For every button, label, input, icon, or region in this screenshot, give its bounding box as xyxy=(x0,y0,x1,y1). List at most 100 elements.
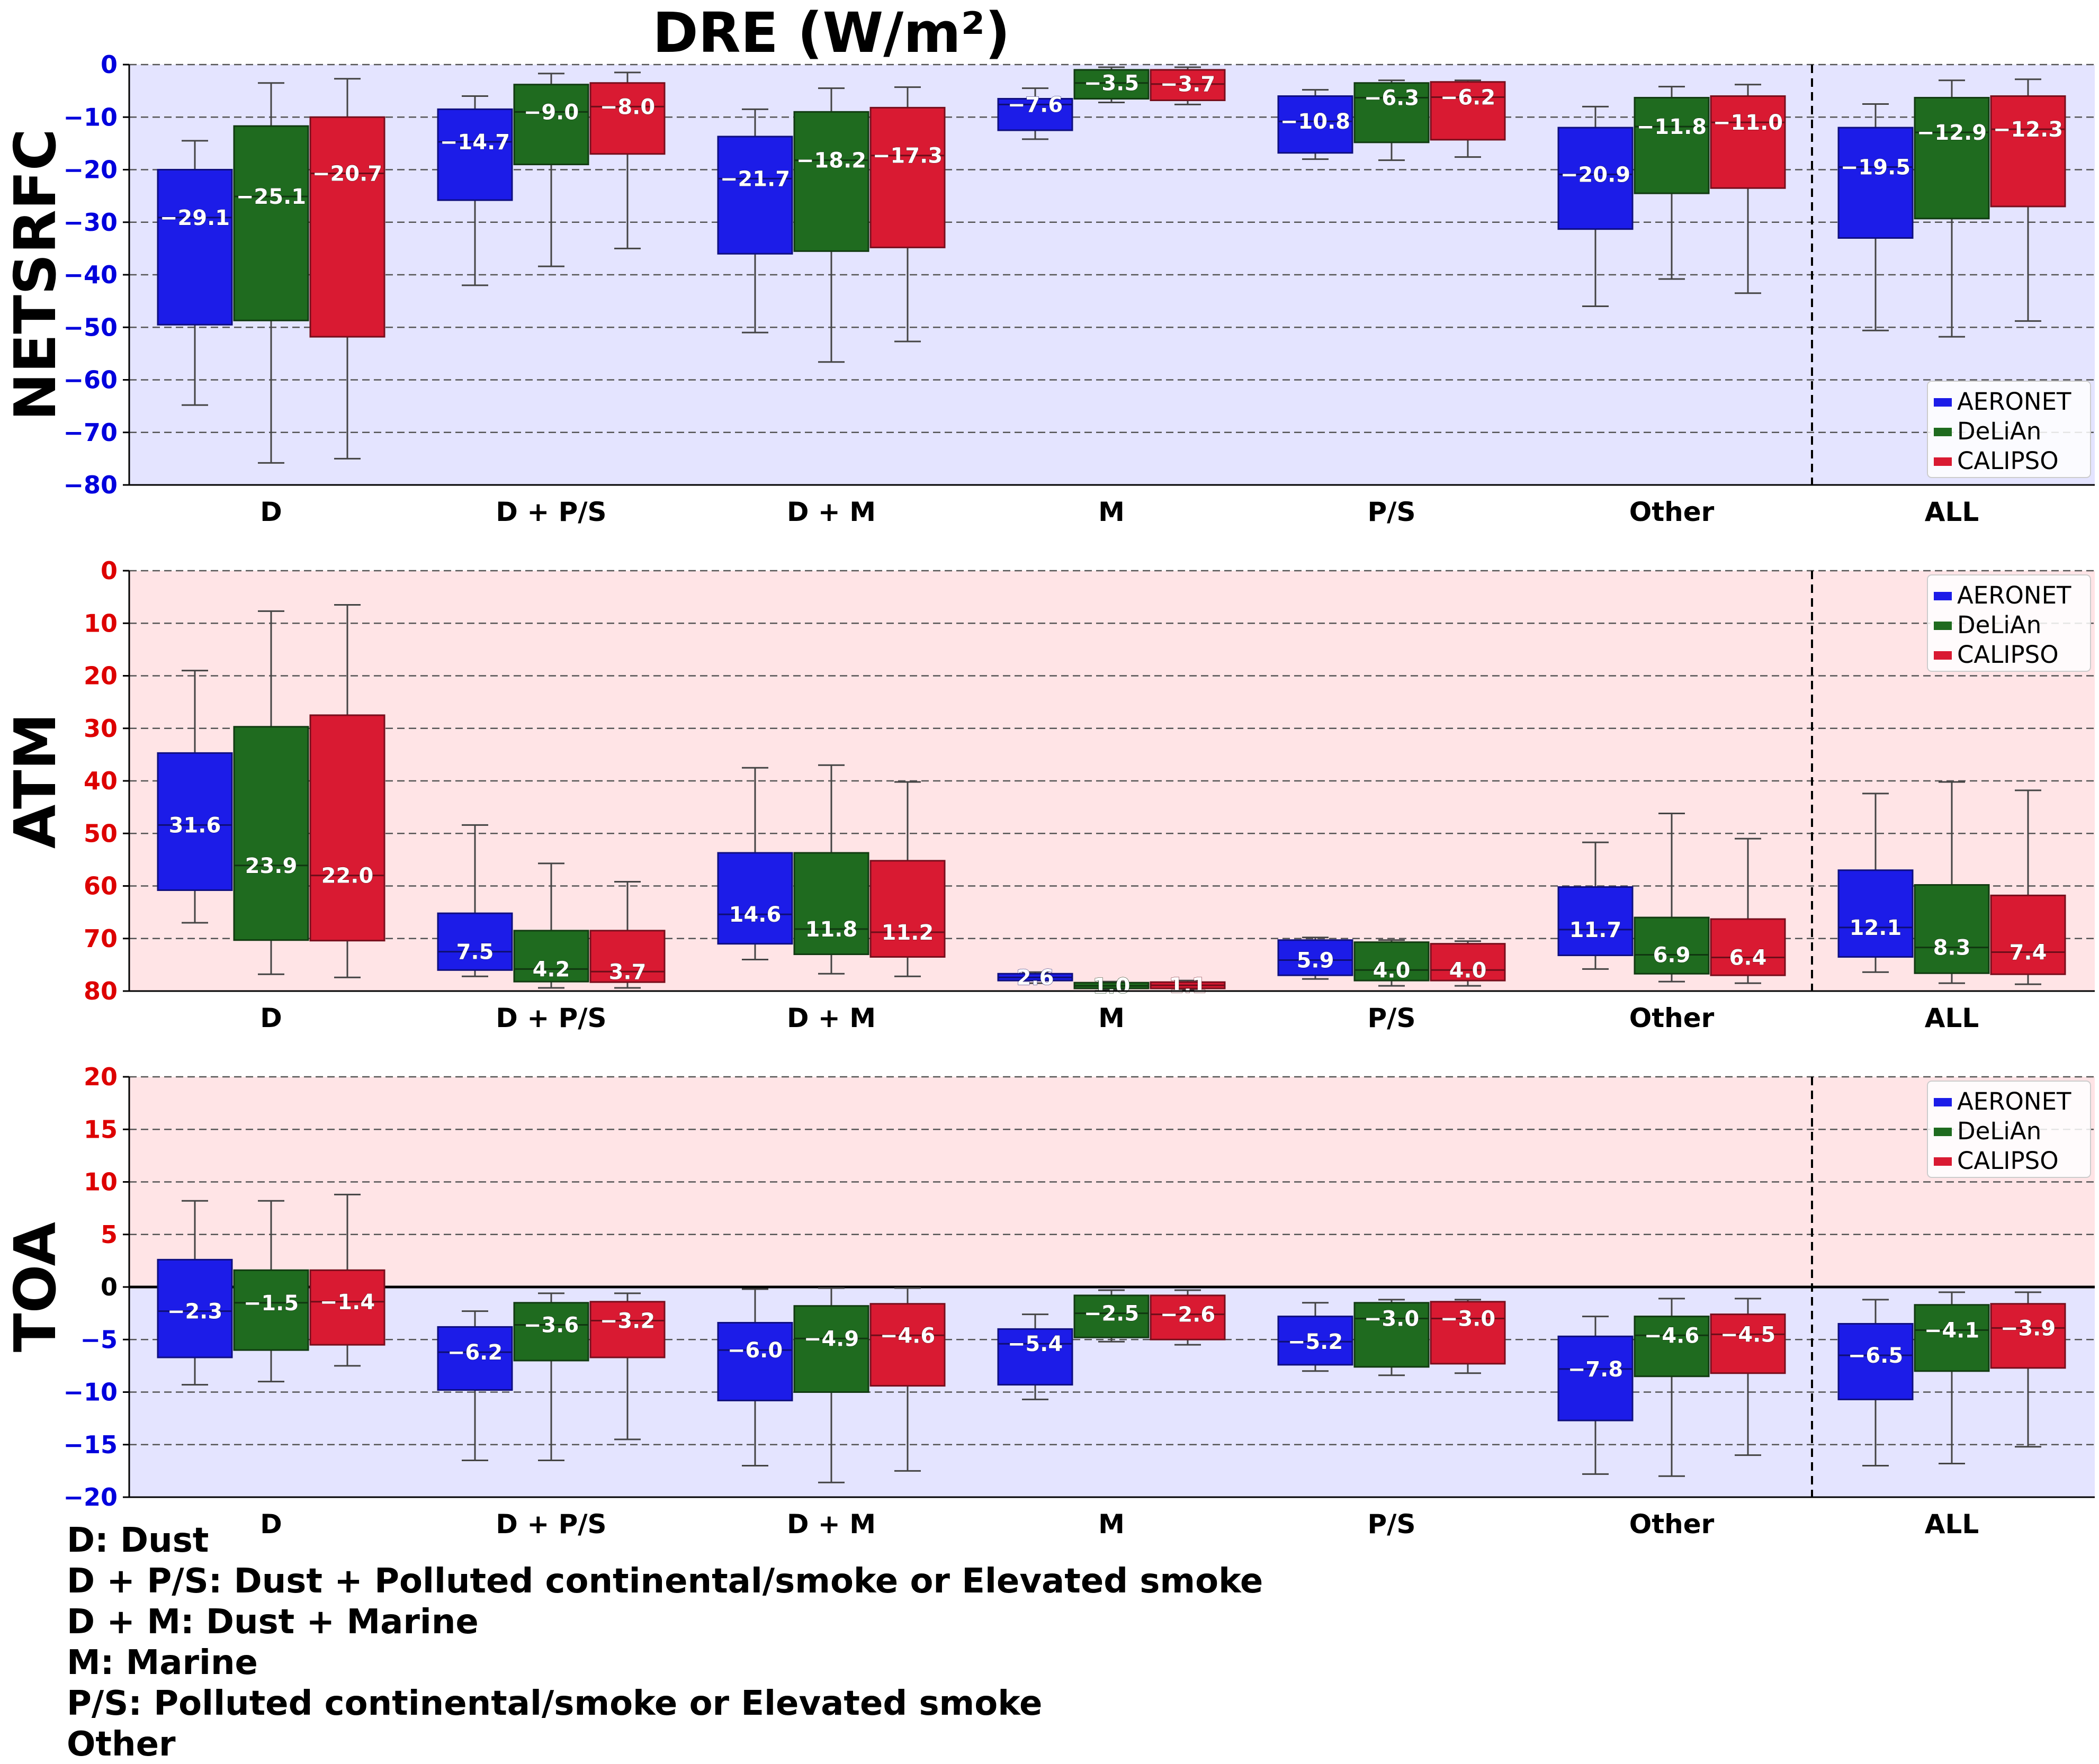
iqr-box xyxy=(1914,884,1990,974)
box-other-calipso: −11.0 xyxy=(1710,84,1786,294)
iqr-box xyxy=(1430,943,1506,982)
y-tick-label: 40 xyxy=(84,767,118,795)
median-label: −6.0 xyxy=(728,1338,783,1363)
median-label: 22.0 xyxy=(321,864,374,888)
box-d-calipso: −20.7 xyxy=(309,78,385,460)
iqr-box xyxy=(1837,127,1914,239)
box-all-aeronet: 12.1 xyxy=(1837,793,1914,973)
iqr-box xyxy=(717,852,793,945)
y-tick-label: −40 xyxy=(63,260,118,289)
median-label: −3.0 xyxy=(1364,1307,1419,1331)
box-ps-aeronet: −5.2 xyxy=(1277,1302,1353,1372)
y-tick-label: 30 xyxy=(84,714,118,743)
median-label: −3.7 xyxy=(1160,73,1215,97)
y-tick-label: 0 xyxy=(101,50,118,79)
median-label: 4.2 xyxy=(533,957,570,982)
iqr-box xyxy=(1557,1335,1634,1421)
median-label: 7.5 xyxy=(456,940,494,965)
iqr-box xyxy=(1430,1301,1506,1365)
iqr-box xyxy=(1557,886,1634,957)
box-ps-delian: −6.3 xyxy=(1353,79,1430,161)
median-label: −25.1 xyxy=(236,185,306,209)
median-label: −12.9 xyxy=(1917,121,1987,145)
x-tick-label: P/S xyxy=(1368,497,1416,527)
iqr-box xyxy=(1914,97,1990,220)
iqr-box xyxy=(589,930,666,983)
median-label: 5.9 xyxy=(1297,948,1334,973)
x-tick-label: D xyxy=(260,1509,282,1540)
median-label: −3.2 xyxy=(600,1309,655,1334)
x-tick-label: D xyxy=(260,497,282,527)
iqr-box xyxy=(1634,97,1710,194)
y-tick-label: −70 xyxy=(63,418,118,447)
iqr-box xyxy=(1710,1313,1786,1374)
x-tick-label: M xyxy=(1098,1003,1125,1033)
legend-entry: AERONET xyxy=(1957,1087,2071,1115)
median-label: −21.7 xyxy=(720,167,790,191)
box-dps-calipso: −8.0 xyxy=(589,71,666,249)
y-tick-label: 20 xyxy=(84,662,118,690)
median-label: −5.4 xyxy=(1008,1332,1063,1356)
box-dm-aeronet: −6.0 xyxy=(717,1288,793,1466)
median-label: −4.6 xyxy=(1644,1324,1699,1348)
iqr-box xyxy=(437,912,513,971)
iqr-box xyxy=(309,116,385,338)
box-all-calipso: 7.4 xyxy=(1990,789,2066,985)
median-label: −6.5 xyxy=(1848,1344,1903,1368)
median-label: 14.6 xyxy=(729,903,782,927)
legend-entry: DeLiAn xyxy=(1957,1117,2041,1145)
median-label: −2.5 xyxy=(1084,1302,1139,1326)
iqr-box xyxy=(1073,69,1150,100)
y-tick-label: 70 xyxy=(84,924,118,953)
box-d-delian: −25.1 xyxy=(233,82,309,464)
y-tick-label: −5 xyxy=(80,1325,118,1354)
median-label: 2.6 xyxy=(1017,966,1054,990)
iqr-box xyxy=(717,136,793,255)
median-label: −4.6 xyxy=(880,1324,935,1348)
box-ps-calipso: −6.2 xyxy=(1430,79,1506,158)
iqr-box xyxy=(309,1269,385,1346)
x-tick-label: D + M xyxy=(787,1509,876,1540)
iqr-box xyxy=(437,1326,513,1391)
iqr-box xyxy=(1353,1302,1430,1368)
median-label: 3.7 xyxy=(609,960,647,984)
iqr-box xyxy=(1634,916,1710,975)
iqr-box xyxy=(1073,1294,1150,1338)
median-label: 11.8 xyxy=(805,917,858,942)
y-tick-label: 5 xyxy=(101,1220,118,1249)
y-tick-label: 10 xyxy=(84,609,118,637)
panel-netsrfc: 0 −10 −20 −30 −40 −50 −60 −70 −80 −29.1−25.1−20.7… xyxy=(3,50,2095,527)
box-m-calipso: 1.1 xyxy=(1150,974,1226,998)
median-label: −4.1 xyxy=(1924,1318,1979,1343)
x-tick-label: Other xyxy=(1629,1509,1715,1540)
box-d-calipso: −1.4 xyxy=(309,1193,385,1367)
median-label: −12.3 xyxy=(1993,118,2063,142)
box-dm-calipso: −4.6 xyxy=(869,1287,946,1472)
box-dps-calipso: 3.7 xyxy=(589,881,666,989)
y-tick-label: −80 xyxy=(63,471,118,499)
iqr-box xyxy=(513,84,589,166)
box-ps-aeronet: −10.8 xyxy=(1277,89,1353,160)
median-label: −3.0 xyxy=(1440,1307,1495,1331)
x-tick-label: D + P/S xyxy=(496,497,606,527)
median-label: −6.3 xyxy=(1364,86,1419,111)
box-all-delian: 8.3 xyxy=(1914,781,1990,984)
median-label: −19.5 xyxy=(1841,156,1910,180)
y-tick-label: −10 xyxy=(63,103,118,131)
box-other-aeronet: 11.7 xyxy=(1557,841,1634,970)
median-label: −2.6 xyxy=(1160,1303,1215,1327)
iqr-box xyxy=(1150,69,1226,101)
box-other-aeronet: −7.8 xyxy=(1557,1316,1634,1475)
box-d-delian: 23.9 xyxy=(233,610,309,975)
legend-swatch xyxy=(1934,457,1952,466)
box-all-delian: −12.9 xyxy=(1914,79,1990,338)
category-note-marine: M: Marine xyxy=(67,1643,258,1682)
iqr-box xyxy=(869,1303,946,1387)
category-note-other: Other xyxy=(67,1725,176,1764)
median-label: −10.8 xyxy=(1280,110,1350,134)
y-tick-label: −50 xyxy=(63,313,118,341)
box-m-aeronet: −7.6 xyxy=(997,87,1073,140)
box-dm-delian: 11.8 xyxy=(793,764,869,975)
box-all-calipso: −12.3 xyxy=(1990,78,2066,322)
